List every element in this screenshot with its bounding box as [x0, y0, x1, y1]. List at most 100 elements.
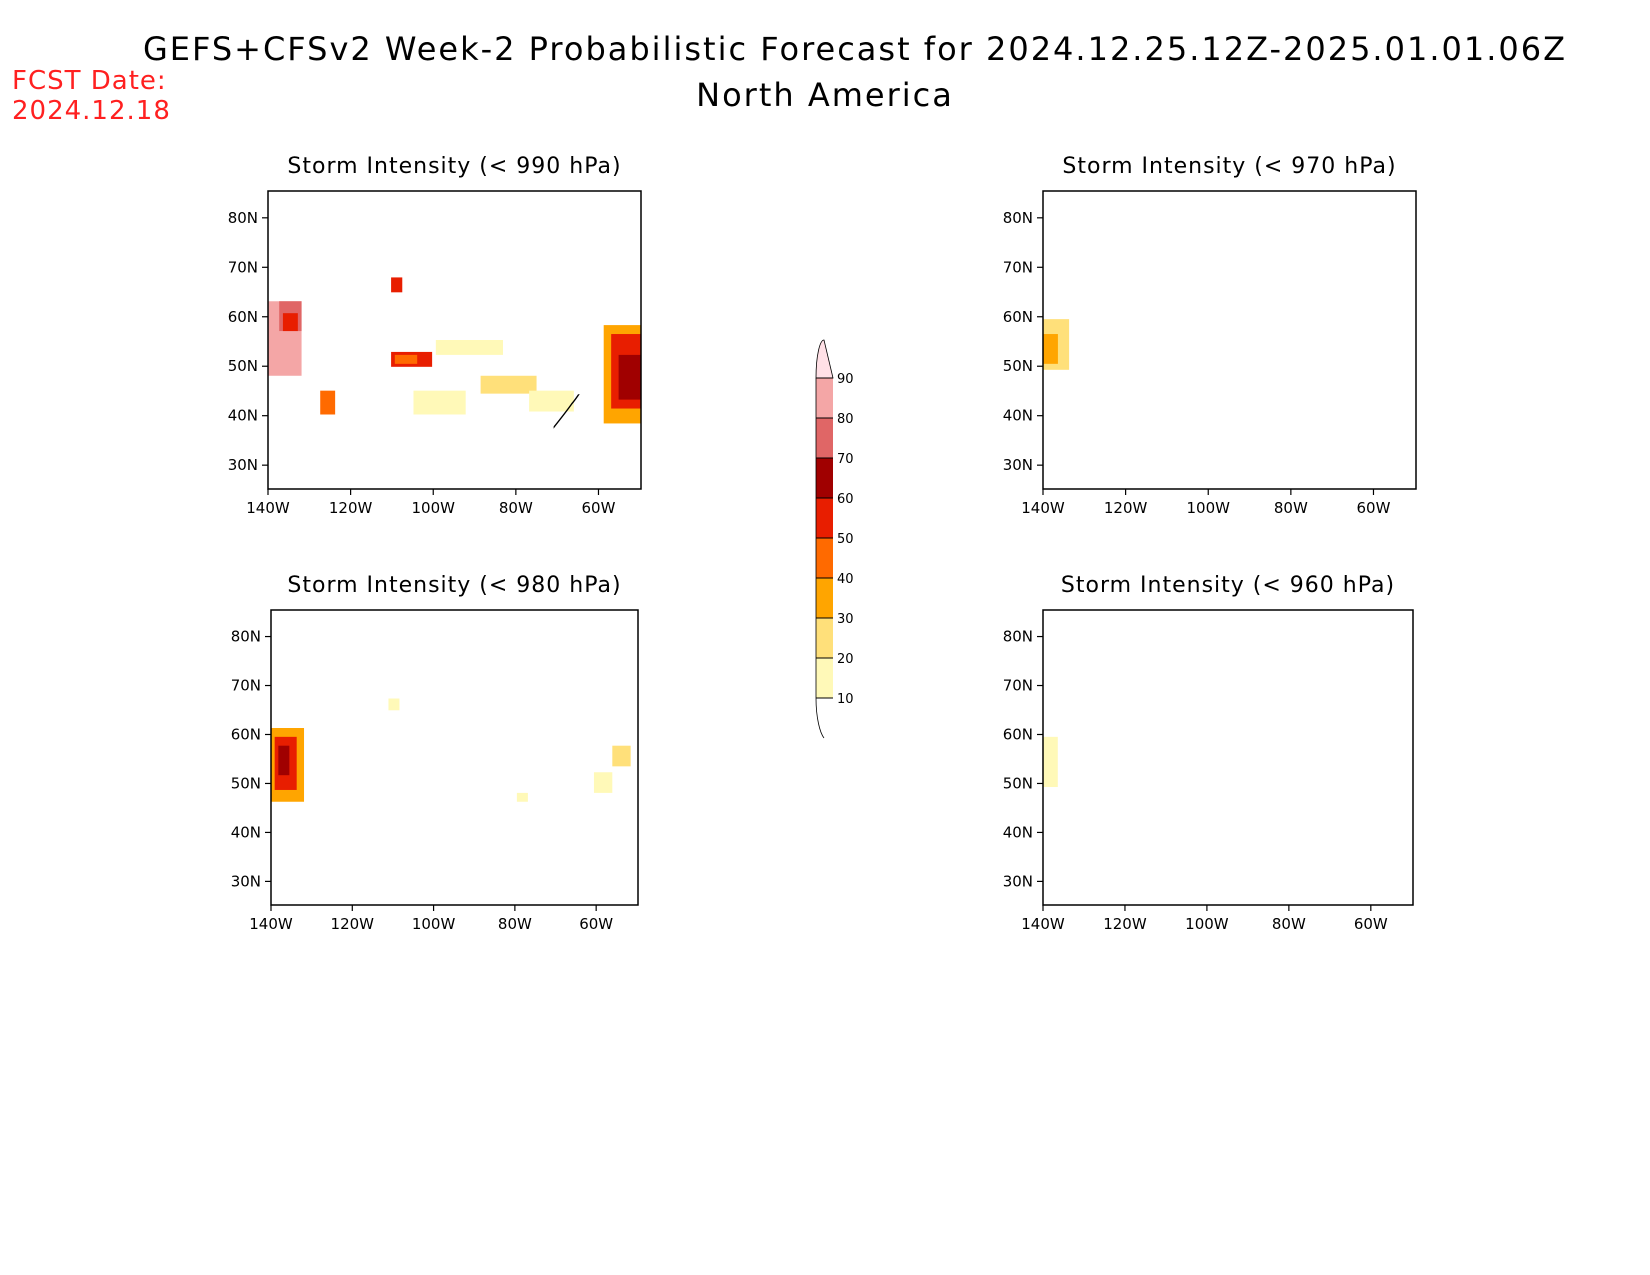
lon-tick-label: 80W — [498, 915, 532, 933]
lon-tick-label: 80W — [1272, 915, 1306, 933]
lon-tick-label: 100W — [412, 499, 456, 517]
probability-cell — [1043, 334, 1058, 364]
lon-tick-label: 60W — [579, 915, 613, 933]
probability-cell — [394, 354, 418, 364]
colorbar-segment — [816, 458, 833, 498]
lat-tick-label: 70N — [1003, 258, 1033, 276]
lat-tick-label: 30N — [231, 872, 261, 890]
lat-tick-label: 50N — [228, 357, 258, 375]
lon-tick-label: 100W — [412, 915, 456, 933]
map-frame — [270, 609, 639, 906]
lat-tick-label: 50N — [1003, 357, 1033, 375]
storm-panel: Storm Intensity (< 980 hPa) 140W 120W 100W 8… — [231, 573, 639, 933]
probability-shading — [1043, 736, 1058, 787]
probability-shading — [268, 277, 641, 424]
fcst-date-label: FCST Date: — [12, 66, 167, 96]
probability-cell — [618, 354, 641, 400]
coastline — [271, 622, 638, 905]
region-subtitle: North America — [696, 76, 954, 114]
probability-shading — [271, 698, 631, 802]
lon-tick-label: 120W — [331, 915, 375, 933]
lat-tick-label: 70N — [228, 258, 258, 276]
colorbar-label: 60 — [837, 492, 854, 507]
lon-tick-label: 80W — [499, 499, 533, 517]
probability-cell — [1043, 736, 1058, 787]
lat-tick-label: 50N — [1003, 774, 1033, 792]
panel-title: Storm Intensity (< 990 hPa) — [287, 154, 621, 179]
probability-cell — [435, 340, 503, 355]
fcst-date-value: 2024.12.18 — [12, 96, 171, 126]
lat-tick-label: 50N — [231, 774, 261, 792]
colorbar-label: 40 — [837, 572, 854, 587]
probability-cell — [388, 698, 400, 711]
storm-panel: Storm Intensity (< 970 hPa) 140W 120W 100W 8… — [1003, 154, 1417, 517]
lat-tick-label: 60N — [1003, 725, 1033, 743]
colorbar-lower-extension — [815, 697, 825, 739]
lat-tick-label: 70N — [1003, 677, 1033, 695]
lat-tick-label: 30N — [228, 456, 258, 474]
lat-tick-label: 40N — [1003, 407, 1033, 425]
colorbar-label: 50 — [837, 532, 854, 547]
main-title: GEFS+CFSv2 Week-2 Probabilistic Forecast… — [142, 30, 1568, 68]
colorbar-label: 30 — [837, 612, 854, 627]
lat-tick-label: 40N — [1003, 823, 1033, 841]
probability-cell — [282, 313, 298, 332]
panel-title: Storm Intensity (< 970 hPa) — [1062, 154, 1396, 179]
lon-tick-label: 100W — [1185, 915, 1229, 933]
lon-tick-label: 140W — [1021, 915, 1065, 933]
lon-tick-label: 120W — [329, 499, 373, 517]
probability-cell — [391, 277, 403, 293]
lon-tick-label: 60W — [1357, 499, 1391, 517]
map-frame — [267, 190, 642, 490]
panel-title: Storm Intensity (< 960 hPa) — [1061, 573, 1395, 598]
colorbar-label: 90 — [837, 372, 854, 387]
probability-cell — [413, 390, 466, 415]
lon-tick-label: 60W — [1354, 915, 1388, 933]
probability-cell — [278, 745, 290, 776]
storm-panel: Storm Intensity (< 990 hPa) 140W 120W 100W 8… — [228, 154, 642, 517]
colorbar-segment — [816, 418, 833, 458]
colorbar-upper-extension — [815, 339, 834, 379]
lat-tick-label: 40N — [228, 407, 258, 425]
map-frame — [1042, 190, 1417, 490]
lon-tick-label: 120W — [1104, 499, 1148, 517]
colorbar-label: 10 — [837, 692, 854, 707]
lat-tick-label: 80N — [1003, 628, 1033, 646]
storm-panel: Storm Intensity (< 960 hPa) 140W 120W 100W 8… — [1003, 573, 1414, 933]
colorbar-label: 80 — [837, 412, 854, 427]
probability-cell — [320, 390, 336, 415]
lat-tick-label: 60N — [231, 725, 261, 743]
lon-tick-label: 140W — [1021, 499, 1065, 517]
lat-tick-label: 30N — [1003, 872, 1033, 890]
lat-tick-label: 40N — [231, 823, 261, 841]
lat-tick-label: 70N — [231, 677, 261, 695]
lon-tick-label: 140W — [246, 499, 290, 517]
probability-cell — [612, 745, 631, 767]
lon-tick-label: 140W — [249, 915, 293, 933]
lat-tick-label: 80N — [228, 209, 258, 227]
probability-cell — [480, 375, 537, 394]
lat-tick-label: 60N — [228, 308, 258, 326]
lon-tick-label: 60W — [582, 499, 616, 517]
panel-title: Storm Intensity (< 980 hPa) — [287, 573, 621, 598]
probability-cell — [593, 772, 613, 793]
probability-cell — [516, 792, 528, 802]
lon-tick-label: 120W — [1103, 915, 1147, 933]
lat-tick-label: 80N — [231, 628, 261, 646]
colorbar-segment — [816, 618, 833, 658]
map-frame — [1042, 609, 1414, 906]
coastline — [1043, 203, 1416, 489]
colorbar-label: 70 — [837, 452, 854, 467]
colorbar: 10 20 30 40 50 60 70 80 90 — [815, 339, 854, 739]
probability-shading — [1043, 319, 1070, 370]
probability-cell — [529, 390, 574, 412]
colorbar-segment — [816, 658, 833, 698]
colorbar-segment — [816, 578, 833, 618]
colorbar-segment — [816, 378, 833, 418]
lat-tick-label: 80N — [1003, 209, 1033, 227]
lon-tick-label: 100W — [1187, 499, 1231, 517]
lon-tick-label: 80W — [1274, 499, 1308, 517]
colorbar-label: 20 — [837, 652, 854, 667]
lat-tick-label: 30N — [1003, 456, 1033, 474]
